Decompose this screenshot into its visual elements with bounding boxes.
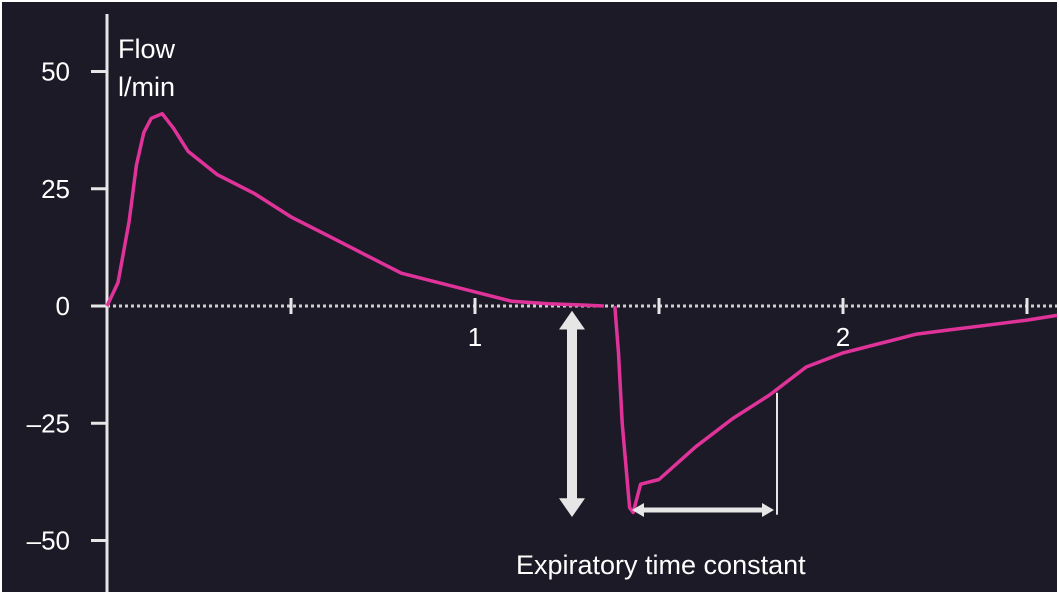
x-tick-label: 2 [836, 322, 850, 352]
expiratory-time-constant-label: Expiratory time constant [516, 550, 806, 580]
y-tick-label: 25 [41, 174, 70, 204]
time-constant-arrow-head-left [632, 503, 644, 518]
y-tick-label: –25 [27, 408, 70, 438]
time-constant-arrow-head-right [762, 503, 774, 518]
peak-flow-arrow-shaft [567, 324, 577, 503]
x-tick-label: 1 [468, 322, 482, 352]
y-axis-label-unit: l/min [118, 72, 175, 102]
y-tick-label: –50 [27, 526, 70, 556]
y-tick-label: 50 [41, 57, 70, 87]
inspiratory-flow-trace [105, 111, 604, 308]
y-axis-label-flow: Flow [118, 34, 176, 64]
expiratory-flow-trace [613, 305, 1058, 515]
y-tick-label: 0 [56, 291, 70, 321]
peak-flow-arrow-head-down [559, 498, 585, 518]
peak-flow-arrow-head-up [559, 310, 585, 330]
